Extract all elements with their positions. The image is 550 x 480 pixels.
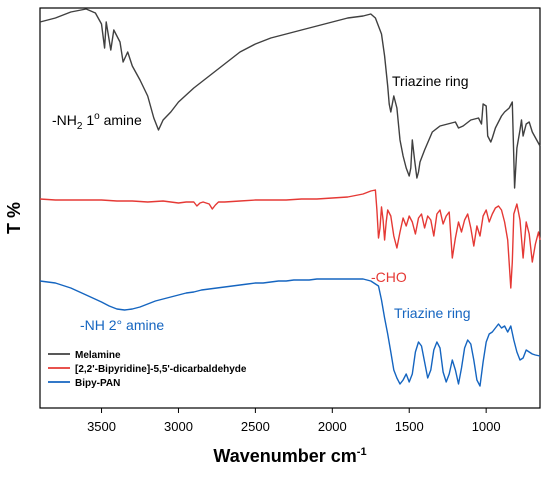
x-axis-title-unit-sup: -1 bbox=[357, 446, 367, 458]
x-tick-label: 2000 bbox=[318, 419, 347, 434]
x-axis-ticks: 3500 3000 2500 2000 1500 1000 bbox=[87, 408, 501, 434]
legend-label-bipy-pan: Bipy-PAN bbox=[75, 378, 120, 389]
legend-label-dicarbaldehyde: [2,2'-Bipyridine]-5,5'-dicarbaldehyde bbox=[75, 364, 247, 375]
x-axis-title: Wavenumber cm-1 bbox=[213, 446, 366, 466]
x-tick-label: 1000 bbox=[472, 419, 501, 434]
legend-label-melamine: Melamine bbox=[75, 350, 121, 361]
annotation-nh2-primary-amine: -NH2 1o amine bbox=[52, 111, 142, 132]
annotation-triazine-ring-bipy-pan: Triazine ring bbox=[394, 305, 471, 321]
legend: Melamine [2,2'-Bipyridine]-5,5'-dicarbal… bbox=[48, 350, 247, 389]
x-tick-label: 1500 bbox=[395, 419, 424, 434]
series-line-bipy-pan bbox=[39, 278, 541, 387]
annotation-cho: -CHO bbox=[371, 269, 407, 285]
annotation-nh2-mid: 1 bbox=[82, 112, 94, 128]
x-axis-title-main: Wavenumber cm bbox=[213, 446, 356, 466]
annotation-nh2-sub: 2 bbox=[77, 121, 83, 132]
annotation-nh2-suffix: amine bbox=[100, 112, 142, 128]
series-line-melamine bbox=[39, 8, 541, 189]
y-axis-title: T % bbox=[4, 202, 24, 234]
series-line-2-2-bipyridine-5-5-dicarbaldehyde bbox=[39, 189, 541, 289]
plot-area bbox=[39, 8, 541, 387]
annotation-triazine-ring-melamine: Triazine ring bbox=[392, 73, 469, 89]
annotation-nh-secondary-amine: -NH 2° amine bbox=[80, 317, 164, 333]
x-tick-label: 3500 bbox=[87, 419, 116, 434]
x-tick-label: 2500 bbox=[241, 419, 270, 434]
x-tick-label: 3000 bbox=[164, 419, 193, 434]
annotation-nh2-prefix: -NH bbox=[52, 112, 77, 128]
annotation-nh2-sup: o bbox=[94, 111, 100, 122]
plot-frame bbox=[39, 7, 541, 409]
